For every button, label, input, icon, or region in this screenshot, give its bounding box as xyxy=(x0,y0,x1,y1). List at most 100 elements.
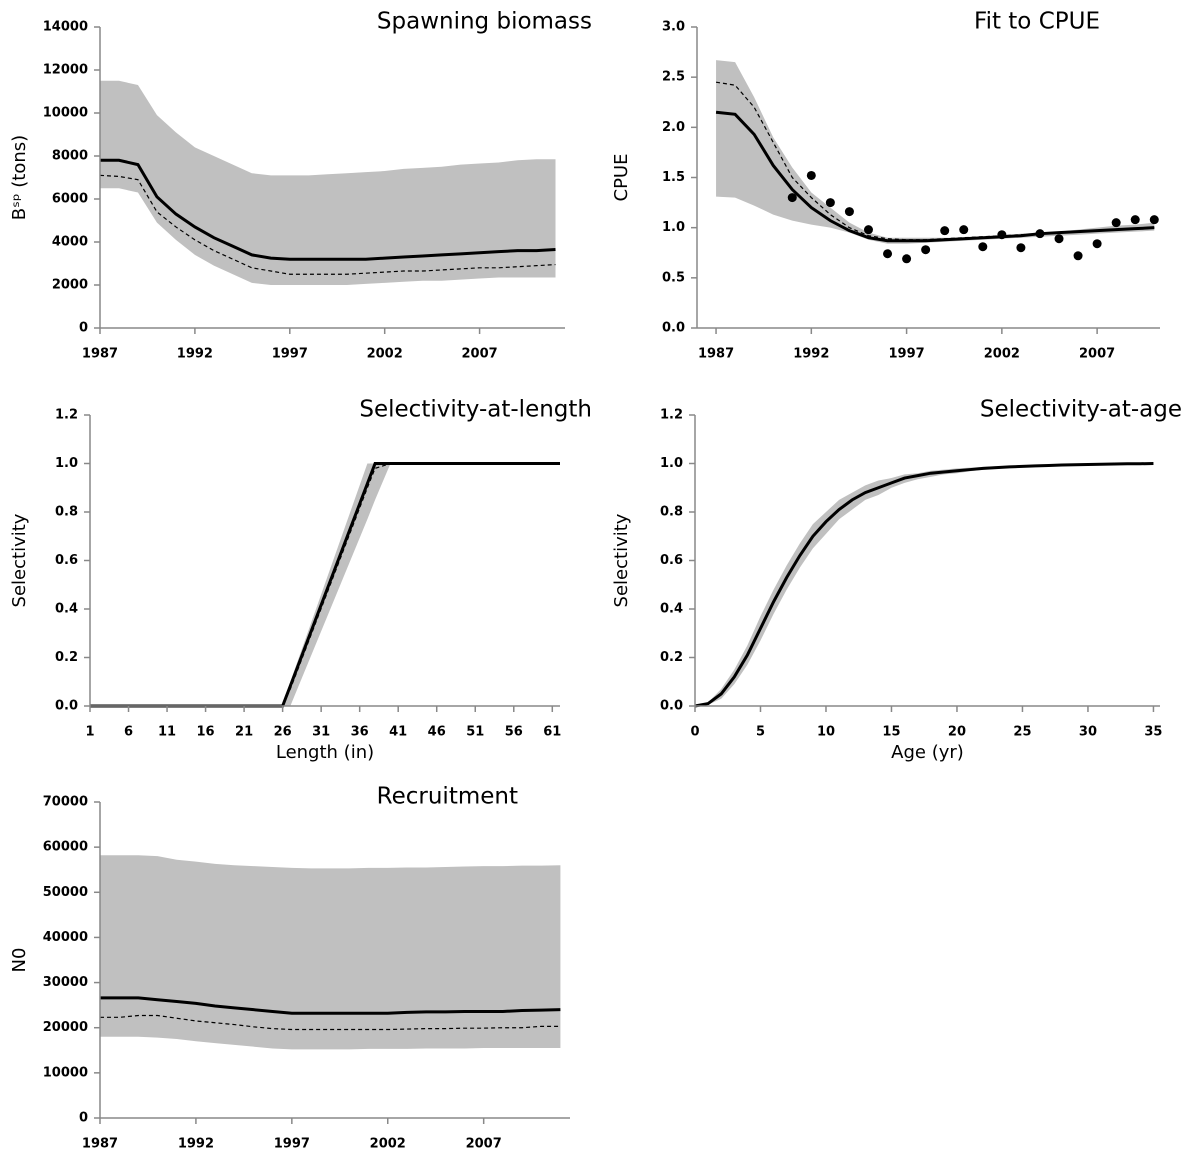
y-tick-label: 4000 xyxy=(52,235,88,250)
y-tick-label: 0.0 xyxy=(662,321,685,336)
data-point xyxy=(959,225,969,235)
y-tick-label: 0.0 xyxy=(660,699,683,714)
y-tick-label: 0.6 xyxy=(55,553,78,568)
solid-line xyxy=(100,158,556,261)
x-tick-label: 1997 xyxy=(272,347,308,362)
y-tick-label: 3.0 xyxy=(662,20,685,35)
data-point xyxy=(997,230,1007,240)
x-tick-label: 6 xyxy=(124,725,133,740)
dashed-line xyxy=(99,174,556,275)
x-tick-label: 30 xyxy=(1079,725,1097,740)
x-axis-label: Length (in) xyxy=(276,742,374,763)
data-point xyxy=(1054,234,1064,244)
x-tick-label: 20 xyxy=(948,725,966,740)
data-point xyxy=(863,225,873,235)
y-axis-label: Selectivity xyxy=(9,513,30,607)
y-tick-label: 70000 xyxy=(43,795,88,810)
x-tick-label: 2007 xyxy=(1079,347,1115,362)
solid-line xyxy=(715,110,1155,243)
chart-panel: 0 2000 4000 6000 8000 10000 12000 14000 1987 1992… xyxy=(9,9,592,362)
data-point xyxy=(787,193,797,203)
chart-panel: 0 10000 20000 30000 40000 50000 60000 70000 1987… xyxy=(9,784,570,1152)
y-tick-label: 0.0 xyxy=(55,699,78,714)
y-tick-label: 50000 xyxy=(43,885,88,900)
data-point xyxy=(978,242,988,252)
y-tick-label: 12000 xyxy=(43,63,88,78)
x-tick-label: 2002 xyxy=(984,347,1020,362)
solid-line xyxy=(694,462,1154,708)
y-tick-label: 14000 xyxy=(43,20,88,35)
chart-panel: 0.0 0.5 1.0 1.5 2.0 2.5 3.0 1987 1992 1997 2002 200… xyxy=(611,9,1160,362)
y-tick-label: 0.4 xyxy=(660,602,683,617)
data-point xyxy=(844,207,854,217)
data-point xyxy=(902,254,912,264)
data-point xyxy=(921,245,931,255)
y-tick-label: 0.4 xyxy=(55,602,78,617)
data-point xyxy=(1149,215,1159,225)
confidence-band xyxy=(100,80,556,285)
x-tick-label: 1992 xyxy=(178,1137,214,1152)
x-tick-label: 21 xyxy=(235,725,253,740)
data-point xyxy=(1035,229,1045,239)
y-axis-label: Selectivity xyxy=(611,513,632,607)
x-tick-label: 1992 xyxy=(793,347,829,362)
x-tick-label: 35 xyxy=(1144,725,1162,740)
x-tick-label: 2007 xyxy=(461,347,497,362)
y-tick-label: 1.0 xyxy=(660,456,683,471)
y-tick-label: 1.0 xyxy=(662,220,685,235)
x-tick-label: 10 xyxy=(817,725,835,740)
y-tick-label: 0.2 xyxy=(55,650,78,665)
y-tick-label: 10000 xyxy=(43,1065,88,1080)
y-tick-label: 0.8 xyxy=(660,505,683,520)
y-tick-label: 2.5 xyxy=(662,70,685,85)
x-tick-label: 1992 xyxy=(177,347,213,362)
data-point xyxy=(1092,239,1102,249)
y-tick-label: 0.8 xyxy=(55,505,78,520)
x-tick-label: 2007 xyxy=(466,1137,502,1152)
y-tick-label: 0.2 xyxy=(660,650,683,665)
data-point xyxy=(1073,251,1083,261)
confidence-band xyxy=(90,463,560,706)
x-axis-label: Age (yr) xyxy=(891,742,964,763)
x-tick-label: 61 xyxy=(543,725,561,740)
chart-panel: 0.00.20.40.60.81.01.21 6 11 16 21 26 31 36 41 46 5… xyxy=(9,397,592,764)
y-tick-label: 0 xyxy=(79,1111,88,1126)
y-axis-label: Bˢᵖ (tons) xyxy=(9,135,30,220)
x-tick-label: 5 xyxy=(756,725,765,740)
x-tick-label: 2002 xyxy=(370,1137,406,1152)
x-tick-label: 1987 xyxy=(82,347,118,362)
data-point xyxy=(1111,218,1121,228)
data-point xyxy=(940,226,950,236)
x-tick-label: 1 xyxy=(85,725,94,740)
data-point xyxy=(1016,243,1026,253)
dashed-line xyxy=(715,81,1155,241)
x-tick-label: 0 xyxy=(690,725,699,740)
chart-panel: 0.0 0.2 0.4 0.6 0.8 1.0 1.2 0 5 10 15 20 25 30 35 Selec… xyxy=(611,397,1182,764)
chart-title: Spawning biomass xyxy=(377,9,592,35)
y-tick-label: 30000 xyxy=(43,975,88,990)
y-tick-label: 1.2 xyxy=(660,408,683,423)
x-tick-label: 25 xyxy=(1013,725,1031,740)
y-tick-label: 1.5 xyxy=(662,170,685,185)
confidence-band xyxy=(100,855,561,1050)
x-tick-label: 1987 xyxy=(698,347,734,362)
solid-line xyxy=(100,996,561,1015)
y-tick-label: 10000 xyxy=(43,106,88,121)
y-tick-label: 1.2 xyxy=(55,408,78,423)
y-tick-label: 0.6 xyxy=(660,553,683,568)
x-tick-label: 16 xyxy=(197,725,215,740)
data-point xyxy=(825,198,835,208)
x-tick-label: 1997 xyxy=(274,1137,310,1152)
y-axis-label: CPUE xyxy=(611,154,632,202)
chart-title: Recruitment xyxy=(377,784,518,810)
dashed-line xyxy=(100,1014,561,1031)
confidence-band xyxy=(695,463,1154,706)
y-tick-label: 20000 xyxy=(43,1020,88,1035)
x-tick-label: 41 xyxy=(389,725,407,740)
x-tick-label: 15 xyxy=(882,725,900,740)
x-tick-label: 31 xyxy=(312,725,330,740)
y-tick-label: 1.0 xyxy=(55,456,78,471)
data-point xyxy=(806,170,816,180)
